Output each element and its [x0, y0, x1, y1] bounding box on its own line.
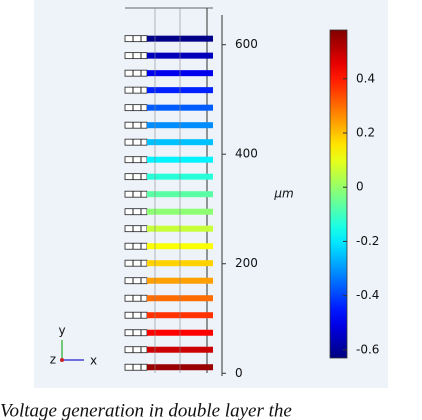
electrode: [124, 259, 148, 267]
colorbar-tick-label: -0.4: [356, 288, 379, 302]
colorbar-tick-label: 0.4: [356, 71, 375, 85]
y-axis-label: μm: [273, 187, 293, 201]
electrode: [124, 294, 148, 302]
triad-label: x: [90, 354, 97, 368]
electrode: [124, 35, 148, 43]
electrode: [124, 363, 148, 371]
electrode: [124, 277, 148, 285]
triad-z: [60, 358, 64, 362]
electrode: [124, 329, 148, 337]
triad-label: z: [50, 353, 56, 367]
electrode: [124, 346, 148, 354]
axis-triad: y z x: [50, 324, 97, 368]
y-tick-label: 200: [235, 256, 258, 270]
electrode: [124, 173, 148, 181]
electrode: [124, 121, 148, 129]
electrode: [124, 156, 148, 164]
colorbar-tick-label: -0.6: [356, 342, 379, 356]
colorbar-tick-label: -0.2: [356, 234, 379, 248]
colorbar-tick-label: 0: [356, 180, 364, 194]
electrode: [124, 225, 148, 233]
electrode: [124, 104, 148, 112]
y-tick-label: 400: [235, 147, 258, 161]
electrode: [124, 242, 148, 250]
electrode: [124, 311, 148, 319]
colorbar-tick-label: 0.2: [356, 126, 375, 140]
electrode: [124, 208, 148, 216]
colorbar: [329, 29, 348, 359]
y-tick-label: 600: [235, 37, 258, 51]
electrode: [124, 69, 148, 77]
electrode: [124, 138, 148, 146]
y-tick-label: 0: [235, 366, 243, 380]
electrode: [124, 86, 148, 94]
caption: Voltage generation in double layer the: [0, 400, 292, 420]
electrode: [124, 190, 148, 198]
triad-label: y: [58, 324, 65, 338]
electrode: [124, 52, 148, 60]
